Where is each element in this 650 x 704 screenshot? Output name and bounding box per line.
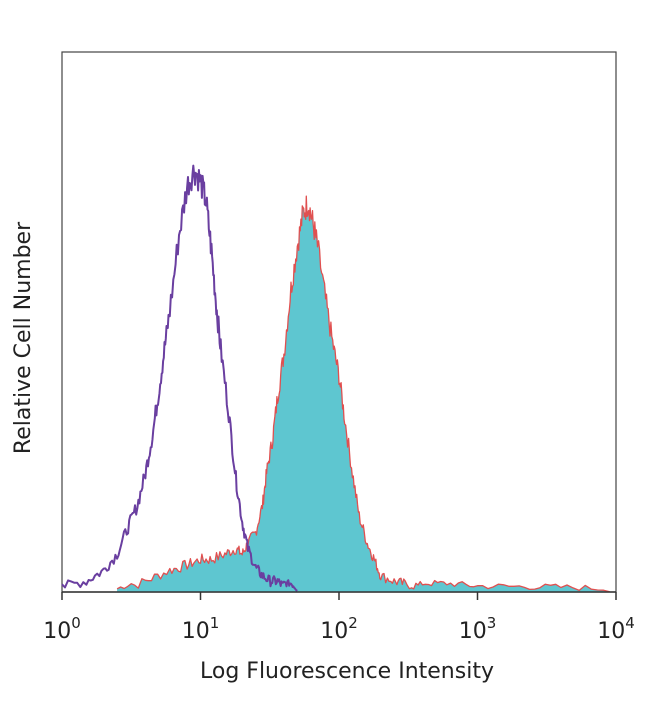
x-tick-label: 100	[43, 614, 81, 644]
histogram-filled-series-line	[116, 195, 610, 593]
histogram-filled-area	[117, 196, 610, 592]
histogram-outline-series	[61, 164, 298, 592]
x-tick-label: 103	[459, 614, 497, 644]
tick-layer: 100 101 102 103 104	[43, 592, 635, 644]
x-tick-label: 104	[597, 614, 635, 644]
x-tick-label: 101	[182, 614, 220, 644]
y-axis-label: Relative Cell Number	[11, 221, 36, 454]
series-layer	[61, 164, 610, 593]
x-axis-label: Log Fluorescence Intensity	[200, 659, 494, 684]
x-tick-label: 102	[320, 614, 358, 644]
